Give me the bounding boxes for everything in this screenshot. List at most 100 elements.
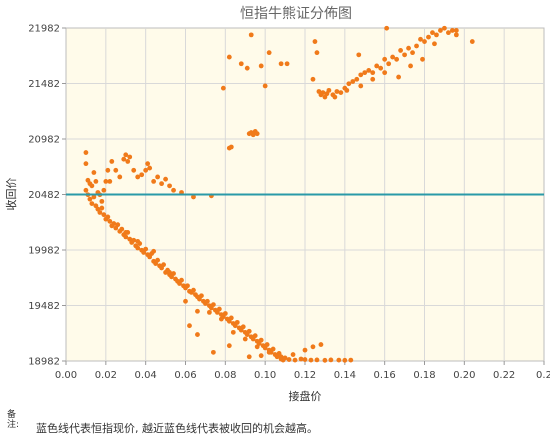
data-point	[302, 357, 308, 362]
data-points	[83, 25, 475, 363]
data-point	[310, 344, 316, 350]
data-point	[394, 56, 400, 62]
data-point	[155, 257, 161, 263]
data-point	[210, 302, 216, 308]
data-point	[151, 179, 157, 184]
data-point	[298, 356, 304, 362]
data-point	[396, 74, 402, 80]
data-point	[101, 187, 107, 193]
data-point	[322, 357, 328, 363]
data-point	[446, 30, 451, 36]
data-point	[151, 248, 157, 254]
data-point	[408, 63, 413, 69]
data-point	[356, 52, 362, 58]
data-point	[258, 63, 264, 69]
data-point	[191, 287, 196, 293]
data-point	[87, 196, 93, 202]
data-point	[91, 170, 97, 175]
data-point	[167, 183, 172, 189]
data-point	[362, 70, 368, 76]
data-point	[262, 83, 268, 89]
x-tick-label: 0.22	[493, 370, 515, 381]
data-point	[378, 65, 384, 71]
data-point	[442, 25, 447, 31]
data-point	[99, 198, 105, 204]
data-point	[258, 337, 264, 343]
data-point	[240, 324, 246, 330]
data-point	[252, 333, 258, 339]
data-point	[266, 50, 272, 56]
data-point	[139, 172, 145, 178]
data-point	[105, 167, 111, 173]
data-point	[228, 315, 234, 321]
x-tick-label: 0.18	[413, 370, 435, 381]
data-point	[123, 234, 129, 240]
y-tick-label: 19482	[28, 301, 60, 312]
data-point	[135, 245, 141, 251]
data-point	[163, 176, 168, 182]
y-tick-label: 19982	[28, 246, 60, 257]
data-point	[320, 90, 326, 96]
data-point	[195, 332, 200, 337]
data-point	[406, 45, 411, 51]
data-point	[115, 222, 121, 228]
data-point	[332, 94, 338, 100]
data-point	[338, 90, 344, 96]
data-point	[93, 179, 99, 184]
data-point	[218, 316, 224, 322]
data-point	[382, 56, 388, 62]
data-point	[191, 194, 196, 200]
data-point	[167, 270, 172, 275]
data-point	[226, 145, 232, 151]
data-point	[453, 32, 459, 38]
data-point	[398, 48, 403, 53]
data-point	[109, 159, 115, 164]
y-tick-label: 21982	[28, 24, 60, 35]
data-point	[358, 83, 364, 89]
data-point	[199, 293, 204, 299]
data-point	[414, 43, 419, 49]
data-point	[290, 352, 296, 357]
data-point	[336, 357, 342, 363]
data-point	[230, 329, 236, 335]
data-point	[282, 355, 288, 361]
data-point	[107, 218, 113, 224]
data-point	[123, 230, 129, 235]
data-point	[449, 28, 455, 33]
data-point	[348, 357, 354, 363]
data-point	[292, 357, 298, 363]
data-point	[453, 28, 459, 33]
data-point	[89, 201, 95, 207]
x-tick-label: 0.04	[135, 370, 157, 381]
data-point	[370, 70, 376, 76]
data-point	[145, 161, 151, 167]
data-point	[83, 150, 89, 155]
data-point	[131, 167, 137, 173]
data-point	[426, 34, 431, 40]
data-point	[210, 349, 216, 355]
data-point	[207, 309, 212, 315]
x-axis-ticks: 0.00 0.02 0.04 0.06 0.08 0.10 0.12 0.14 0.16 0.18…	[55, 361, 550, 381]
data-point	[334, 89, 340, 94]
data-point	[286, 357, 292, 362]
data-point	[111, 221, 117, 226]
data-point	[226, 343, 232, 349]
data-point	[246, 328, 252, 334]
data-point	[382, 70, 388, 76]
data-point	[344, 87, 350, 93]
data-point	[386, 61, 392, 67]
data-point	[185, 283, 190, 289]
data-point	[418, 36, 423, 42]
data-point	[179, 277, 184, 283]
data-point	[370, 76, 376, 82]
data-point	[254, 344, 260, 350]
x-tick-label: 0.2	[536, 370, 550, 381]
data-point	[438, 28, 443, 33]
data-point	[89, 183, 95, 189]
data-point	[302, 347, 308, 353]
x-tick-label: 0.02	[95, 370, 117, 381]
note-label: 备注:	[7, 410, 20, 430]
data-point	[103, 179, 109, 184]
data-point	[469, 39, 475, 44]
data-point	[135, 238, 141, 244]
